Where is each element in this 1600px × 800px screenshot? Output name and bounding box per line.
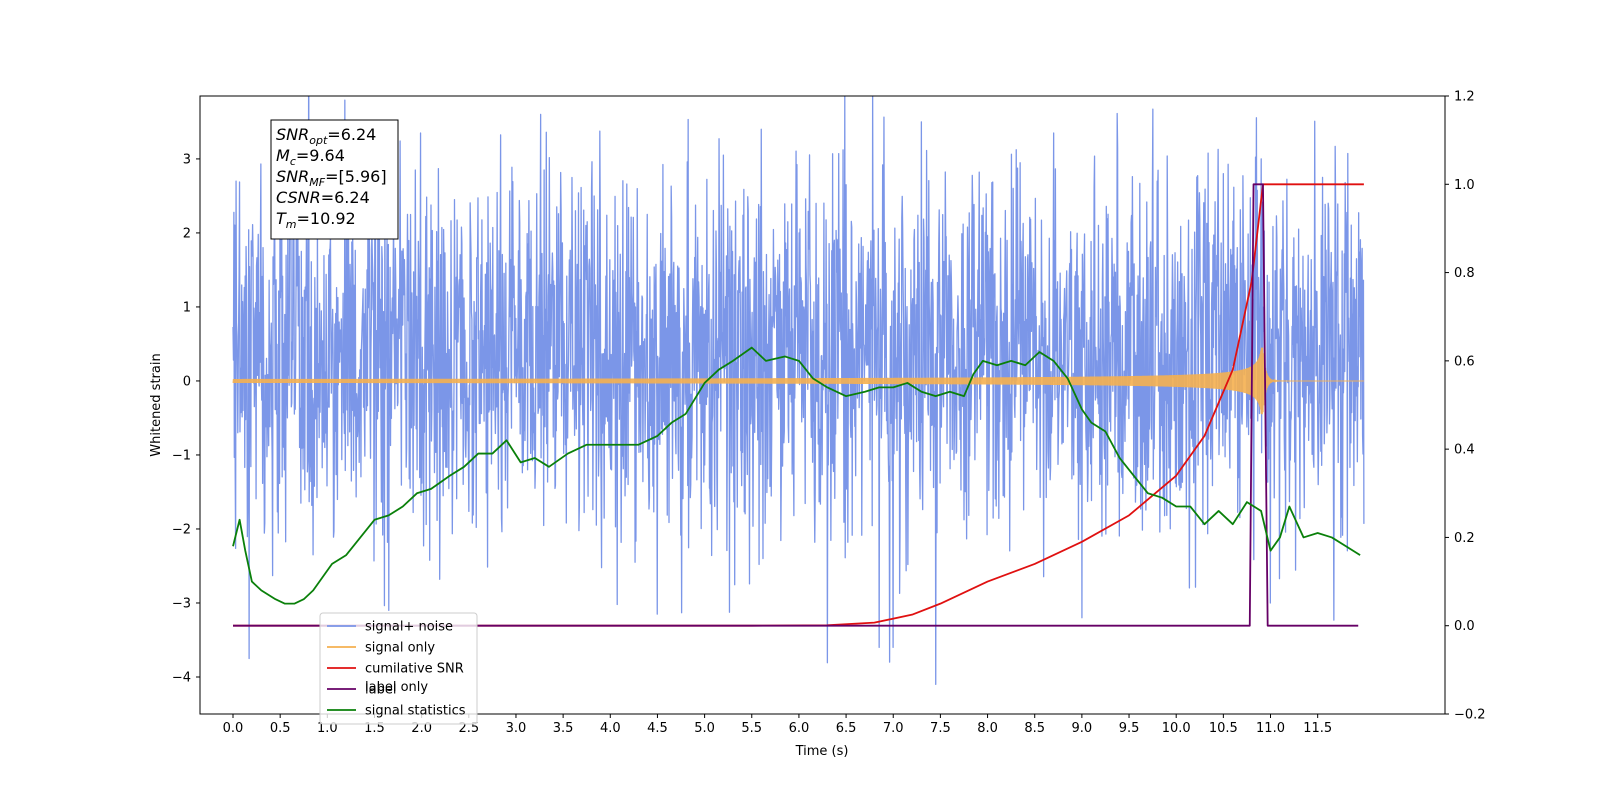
y-right-tick-label: −0.2 — [1454, 708, 1486, 723]
x-tick-label: 2.5 — [458, 721, 479, 736]
y-axis-right: 1.2 1.0 0.8 0.6 0.4 0.2 0.0 −0.2 — [1445, 90, 1486, 723]
x-tick-label: 3.5 — [553, 721, 574, 736]
annotation-subscript: m — [286, 218, 297, 231]
series-signal-statistics — [232, 346, 1361, 605]
x-tick-label: 4.5 — [647, 721, 668, 736]
x-tick-label: 6.5 — [836, 721, 857, 736]
y-tick-label: −4 — [172, 670, 191, 685]
x-tick-label: 9.5 — [1119, 721, 1140, 736]
y-right-tick-label: 0.4 — [1454, 443, 1475, 458]
x-tick-label: 1.5 — [364, 721, 385, 736]
legend-frame — [319, 612, 478, 725]
legend-ghost-label: label only — [365, 680, 428, 695]
annotation-value: =6.24 — [327, 125, 376, 144]
series-cumilative-snr — [233, 183, 1364, 627]
legend: label only signal+ noise signal only cumila… — [319, 612, 478, 725]
annotation-line: Mc=9.64 — [276, 146, 345, 168]
legend-entry-label: signal+ noise — [365, 620, 453, 635]
annotation-line: SNRMF=[5.96] — [276, 167, 387, 189]
x-axis-label: Time (s) — [795, 744, 849, 759]
annotation-value: =6.24 — [321, 188, 370, 207]
x-axis: 0.0 0.5 1.0 1.5 2.0 2.5 3.0 3.5 4.0 4.5 5.0 5.5 6.0 6… — [223, 714, 1332, 736]
annotation-frame — [270, 119, 399, 240]
x-tick-label: 0.5 — [270, 721, 291, 736]
x-tick-label: 10.0 — [1162, 721, 1191, 736]
x-tick-label: 3.0 — [506, 721, 527, 736]
y-right-tick-label: 1.0 — [1454, 178, 1475, 193]
x-tick-label: 5.0 — [694, 721, 715, 736]
y-tick-label: −3 — [172, 596, 191, 611]
annotation-subscript: opt — [309, 134, 328, 147]
axes-frame — [199, 95, 1446, 715]
annotation-symbol: M — [276, 146, 290, 165]
y-right-tick-label: 0.6 — [1454, 354, 1475, 369]
series-label — [233, 183, 1359, 627]
annotation-line: SNRopt=6.24 — [276, 125, 376, 147]
annotation-symbol: T — [276, 209, 287, 228]
x-tick-label: 9.0 — [1072, 721, 1093, 736]
x-tick-label: 7.0 — [883, 721, 904, 736]
y-right-tick-label: 0.2 — [1454, 531, 1475, 546]
x-tick-label: 7.5 — [930, 721, 951, 736]
annotation-line: CSNR=6.24 — [276, 188, 370, 207]
y-axis-label: Whitened strain — [149, 353, 164, 456]
y-tick-label: −1 — [172, 448, 191, 463]
annotation-value: =10.92 — [297, 209, 356, 228]
x-tick-label: 2.0 — [411, 721, 432, 736]
y-axis-left: 3 2 1 0 −1 −2 −3 −4 — [172, 152, 200, 685]
x-tick-label: 5.5 — [741, 721, 762, 736]
series-signal-only — [232, 347, 1364, 415]
y-tick-label: 3 — [183, 152, 191, 167]
x-tick-label: 11.5 — [1303, 721, 1332, 736]
x-tick-label: 8.5 — [1024, 721, 1045, 736]
legend-entry-label: label — [365, 683, 396, 698]
y-tick-label: −2 — [172, 522, 191, 537]
annotation-symbol: CSNR — [276, 188, 321, 207]
x-tick-label: 10.5 — [1209, 721, 1238, 736]
y-right-tick-label: 1.2 — [1454, 90, 1475, 105]
y-right-tick-label: 0.8 — [1454, 266, 1475, 281]
legend-entry-label: signal only — [365, 641, 435, 656]
annotation-subscript: c — [290, 155, 296, 168]
plot-series — [232, 96, 1365, 686]
x-tick-label: 6.0 — [789, 721, 810, 736]
y-tick-label: 0 — [183, 374, 191, 389]
legend-entry-label: signal statistics — [365, 704, 466, 719]
annotation-symbol: SNR — [276, 167, 309, 186]
stats-annotation-box: SNRopt=6.24Mc=9.64SNRMF=[5.96]CSNR=6.24T… — [270, 119, 399, 240]
y-tick-label: 2 — [183, 226, 191, 241]
annotation-symbol: SNR — [276, 125, 309, 144]
annotation-value: =9.64 — [296, 146, 345, 165]
x-tick-label: 8.0 — [977, 721, 998, 736]
annotation-value: =[5.96] — [325, 167, 387, 186]
x-tick-label: 4.0 — [600, 721, 621, 736]
x-tick-label: 0.0 — [223, 721, 244, 736]
x-tick-label: 1.0 — [317, 721, 338, 736]
annotation-line: Tm=10.92 — [276, 209, 356, 231]
x-tick-label: 11.0 — [1256, 721, 1285, 736]
legend-entry-label: cumilative SNR — [365, 662, 464, 677]
series-signal-noise — [232, 96, 1365, 686]
y-right-tick-label: 0.0 — [1454, 619, 1475, 634]
y-tick-label: 1 — [183, 300, 191, 315]
annotation-subscript: MF — [309, 176, 325, 189]
